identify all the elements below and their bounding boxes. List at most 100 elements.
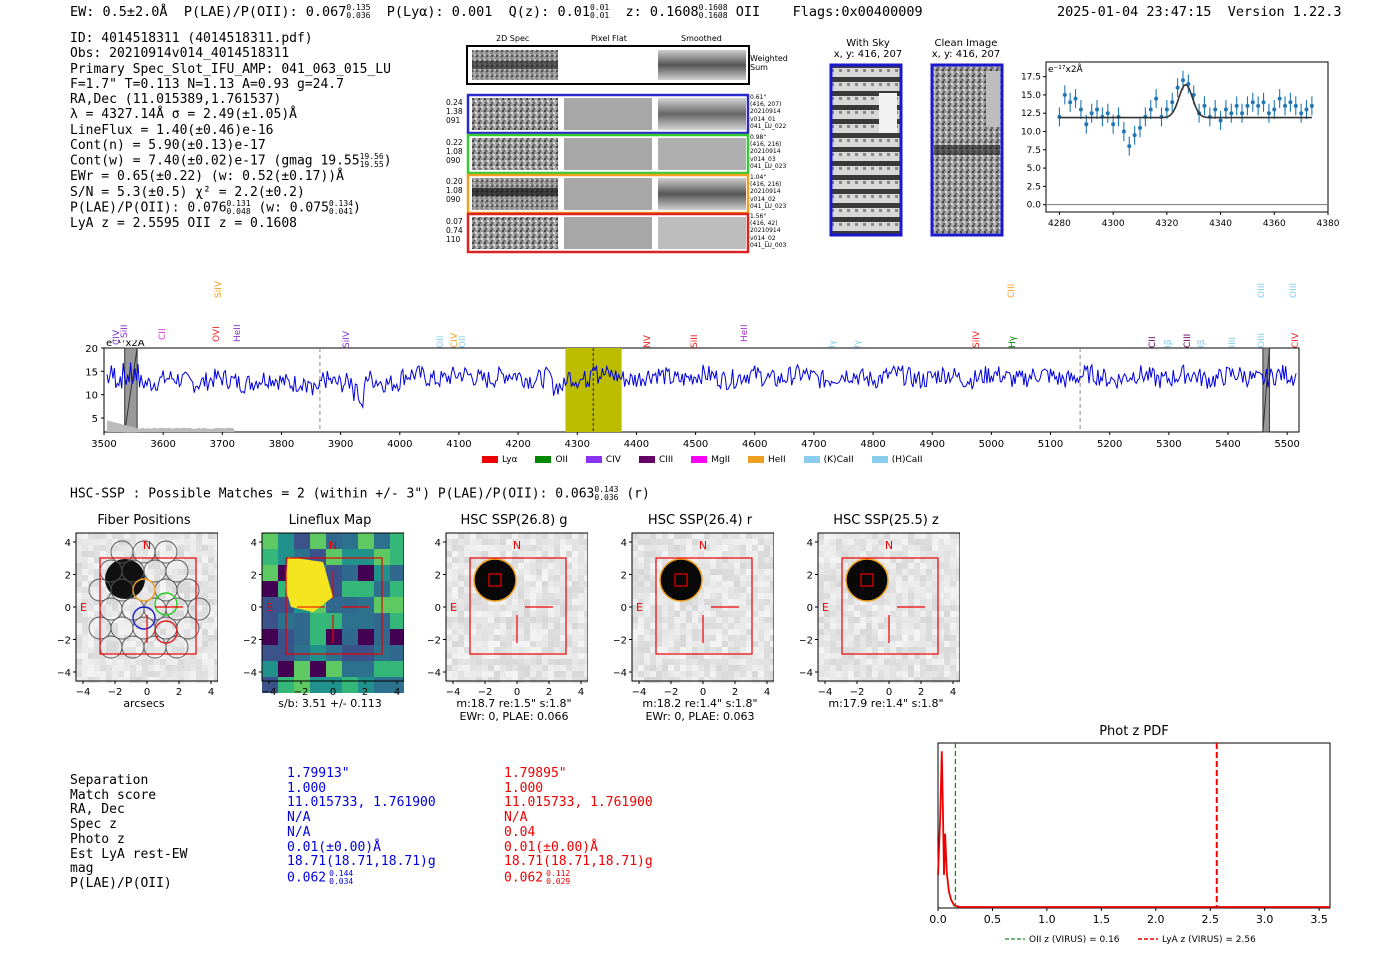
image-pixel	[698, 635, 704, 641]
image-pixel	[136, 557, 142, 563]
image-pixel	[830, 647, 836, 653]
image-pixel	[458, 671, 464, 677]
image-pixel	[390, 549, 404, 565]
image-pixel	[512, 539, 518, 545]
image-pixel	[446, 665, 452, 671]
image-pixel	[518, 581, 524, 587]
image-ytick-label: 0	[251, 603, 257, 614]
image-pixel	[938, 653, 944, 659]
image-pixel	[464, 563, 470, 569]
image-pixel	[746, 671, 752, 677]
image-pixel	[938, 605, 944, 611]
image-pixel	[770, 641, 774, 647]
image-pixel	[452, 641, 458, 647]
image-pixel	[178, 647, 184, 653]
image-pixel	[554, 575, 560, 581]
image-pixel	[184, 665, 190, 671]
image-pixel	[938, 671, 944, 677]
image-pixel	[896, 635, 902, 641]
image-pixel	[100, 671, 106, 677]
match-value: 1.79895"	[504, 766, 653, 782]
image-pixel	[644, 647, 650, 653]
image-pixel	[470, 533, 476, 539]
image-pixel	[524, 671, 530, 677]
image-pixel	[358, 581, 374, 597]
image-pixel	[830, 635, 836, 641]
image-pixel	[710, 593, 716, 599]
spectrum-xtick-label: 4400	[624, 439, 649, 450]
photz-xtick-label: 0.0	[929, 913, 947, 926]
image-pixel	[914, 611, 920, 617]
image-pixel	[578, 581, 584, 587]
image-pixel	[112, 677, 118, 683]
image-pixel	[76, 593, 82, 599]
legend-label: (K)CaII	[823, 455, 854, 465]
image-pixel	[692, 599, 698, 605]
image-pixel	[650, 671, 656, 677]
image-pixel	[644, 581, 650, 587]
image-pixel	[196, 665, 202, 671]
image-pixel	[836, 659, 842, 665]
image-pixel	[214, 545, 218, 551]
image-pixel	[836, 635, 842, 641]
image-pixel	[686, 599, 692, 605]
image-pixel	[920, 665, 926, 671]
image-pixel	[572, 545, 578, 551]
image-pixel	[518, 647, 524, 653]
image-pixel	[154, 587, 160, 593]
image-pixel	[202, 593, 208, 599]
image-pixel	[506, 677, 512, 683]
image-pixel	[196, 635, 202, 641]
image-xtick-label: 2	[546, 687, 552, 698]
image-pixel	[944, 557, 950, 563]
image-pixel	[758, 659, 764, 665]
match-label: Separation	[70, 773, 149, 788]
image-pixel	[536, 611, 542, 617]
image-pixel	[578, 659, 584, 665]
image-pixel	[728, 539, 734, 545]
match-value-text: 18.71(18.71,18.71)g	[504, 854, 653, 870]
image-pixel	[764, 671, 770, 677]
image-pixel	[172, 629, 178, 635]
image-pixel	[542, 533, 548, 539]
spectrum-xtick-label: 4500	[683, 439, 708, 450]
image-pixel	[866, 641, 872, 647]
image-pixel	[566, 623, 572, 629]
info-plae-w: (w: 0.075	[258, 200, 329, 216]
image-pixel	[632, 563, 638, 569]
image-pixel	[446, 671, 452, 677]
image-pixel	[548, 539, 554, 545]
image-pixel	[208, 611, 214, 617]
image-pixel	[914, 629, 920, 635]
image-pixel	[94, 617, 100, 623]
clean-title-block: Clean Image x, y: 416, 207	[927, 38, 1005, 60]
image-pixel	[542, 611, 548, 617]
image-pixel	[358, 597, 374, 613]
image-pixel	[728, 551, 734, 557]
image-pixel	[842, 587, 848, 593]
image-pixel	[190, 671, 196, 677]
image-pixel	[758, 677, 764, 683]
image-pixel	[342, 581, 358, 597]
image-pixel	[704, 665, 710, 671]
image-pixel	[722, 593, 728, 599]
image-pixel	[680, 623, 686, 629]
image-pixel	[202, 569, 208, 575]
image-pixel	[208, 563, 214, 569]
image-pixel	[932, 569, 938, 575]
image-pixel	[94, 659, 100, 665]
image-xtick-label: −4	[262, 687, 277, 698]
spectral-line-label: OIII	[1289, 282, 1299, 298]
fiber-circle	[176, 616, 200, 640]
image-pixel	[566, 563, 572, 569]
source-blob	[473, 558, 517, 602]
zoom-point	[1283, 103, 1288, 108]
image-pixel	[82, 569, 88, 575]
image-pixel	[536, 665, 542, 671]
zoom-point	[1213, 107, 1218, 112]
match-label: RA, Dec	[70, 802, 125, 818]
image-pixel	[920, 671, 926, 677]
image-pixel	[488, 545, 494, 551]
image-pixel	[572, 575, 578, 581]
image-pixel	[734, 623, 740, 629]
